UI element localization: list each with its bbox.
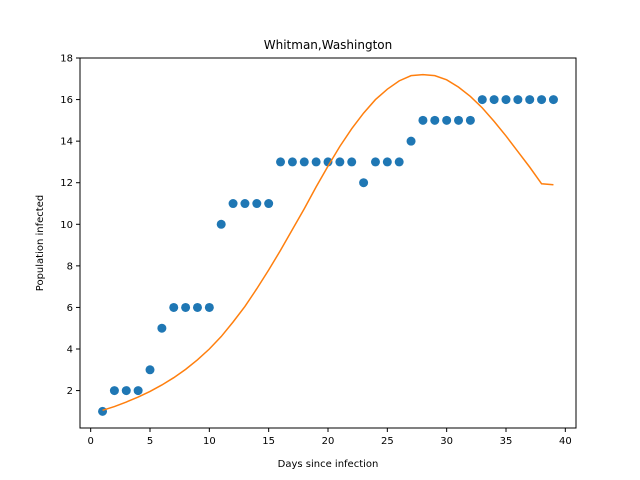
y-tick-label: 2 <box>67 386 73 397</box>
x-tick-label: 40 <box>559 436 572 447</box>
data-point <box>133 386 143 396</box>
data-point <box>501 95 511 105</box>
data-point <box>465 115 475 125</box>
y-axis-title: Population infected <box>35 195 46 291</box>
data-point <box>406 136 416 146</box>
data-point <box>548 95 558 105</box>
data-point <box>394 157 404 167</box>
data-point <box>537 95 547 105</box>
y-axis: 2 4 6 8 10 12 14 16 18 <box>60 54 80 397</box>
data-point <box>287 157 297 167</box>
x-tick-label: 5 <box>147 436 153 447</box>
x-tick-label: 30 <box>440 436 453 447</box>
data-point <box>525 95 535 105</box>
data-point <box>370 157 380 167</box>
data-point <box>276 157 286 167</box>
data-point <box>192 302 202 312</box>
data-point <box>216 219 226 229</box>
x-axis: 0 5 10 15 20 25 30 35 40 <box>87 428 572 447</box>
y-tick-label: 16 <box>60 95 73 106</box>
data-point <box>454 115 464 125</box>
x-tick-label: 35 <box>500 436 513 447</box>
data-point <box>169 302 179 312</box>
data-point <box>489 95 499 105</box>
data-point <box>418 115 428 125</box>
x-tick-label: 15 <box>262 436 275 447</box>
x-tick-label: 20 <box>322 436 335 447</box>
y-tick-label: 14 <box>60 137 73 148</box>
x-tick-label: 10 <box>203 436 216 447</box>
data-point <box>382 157 392 167</box>
data-point <box>513 95 523 105</box>
data-point <box>430 115 440 125</box>
fit-line <box>102 73 554 412</box>
data-point <box>145 365 155 375</box>
data-point <box>181 302 191 312</box>
x-tick-label: 25 <box>381 436 394 447</box>
data-point <box>121 386 131 396</box>
data-point <box>323 157 333 167</box>
y-tick-label: 10 <box>60 220 73 231</box>
data-point <box>477 95 487 105</box>
data-point <box>252 199 262 209</box>
data-point <box>98 406 108 416</box>
data-point <box>442 115 452 125</box>
x-tick-label: 0 <box>87 436 93 447</box>
data-point <box>347 157 357 167</box>
y-tick-label: 4 <box>67 345 73 356</box>
data-point <box>311 157 321 167</box>
x-axis-title: Days since infection <box>278 459 379 470</box>
data-point <box>228 199 238 209</box>
y-tick-label: 6 <box>67 303 73 314</box>
data-point <box>264 199 274 209</box>
data-point <box>359 178 369 188</box>
y-tick-label: 8 <box>67 261 73 272</box>
data-point <box>335 157 345 167</box>
data-point <box>109 386 119 396</box>
y-tick-label: 18 <box>60 54 73 65</box>
data-point <box>240 199 250 209</box>
y-tick-label: 12 <box>60 178 73 189</box>
plot-area <box>98 73 558 416</box>
chart-title: Whitman,Washington <box>264 38 393 52</box>
data-point <box>157 323 167 333</box>
data-point <box>299 157 309 167</box>
data-point <box>204 302 214 312</box>
